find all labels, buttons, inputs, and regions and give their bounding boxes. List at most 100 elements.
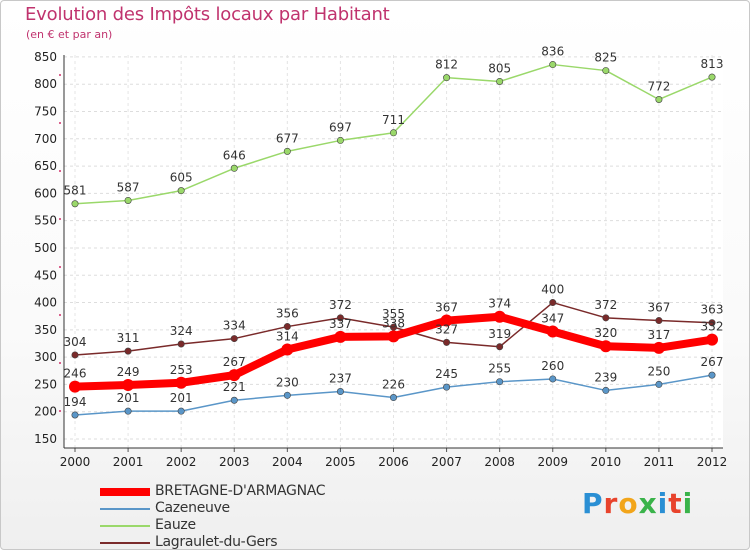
data-label: 587 [117,180,140,194]
y-tick-label: 350 [34,323,57,337]
legend-swatch [100,542,150,544]
legend-swatch [100,488,150,496]
legend-label: Lagraulet-du-Gers [155,534,278,550]
data-label: 367 [647,301,670,315]
data-point [496,378,504,386]
y-tick-label: 750 [34,105,57,119]
y-tick-label: 300 [34,350,57,364]
data-label: 356 [276,307,299,321]
data-label: 245 [435,367,458,381]
logo-letter: x [638,487,658,520]
data-label: 221 [223,380,246,394]
data-point [546,325,559,338]
data-point [655,317,663,325]
data-point [336,388,344,396]
data-point [230,164,238,172]
y-tick-label: 600 [34,186,57,200]
data-label: 250 [647,364,670,378]
line-chart: 150 200 250 300 350 400 450 500 550 600 650 700 750 8… [34,45,728,469]
data-label: 246 [64,367,87,381]
data-point [283,391,291,399]
data-label: 267 [223,355,246,369]
logo-letter: P [582,487,604,520]
data-point [602,386,610,394]
axis-dot [59,218,61,220]
data-point [228,369,241,382]
x-tick-label: 2005 [325,455,356,469]
chart-subtitle: (en € et par an) [26,28,113,41]
x-tick-label: 2004 [272,455,303,469]
y-tick-label: 450 [34,268,57,282]
legend-label: Eauze [155,517,196,533]
y-tick-label: 650 [34,159,57,173]
data-point [440,314,453,327]
data-point [230,396,238,404]
data-point [71,411,79,419]
logo-letter: r [603,487,619,520]
data-point [655,95,663,103]
data-point [549,375,557,383]
x-tick-label: 2008 [484,455,515,469]
data-point [496,343,504,351]
data-label: 772 [647,79,670,93]
data-label: 697 [329,120,352,134]
logo-letter: o [618,487,639,520]
data-point [708,319,716,327]
data-label: 311 [117,331,140,345]
data-point [708,73,716,81]
proxiti-logo: Proxiti [582,487,693,520]
data-label: 324 [170,324,193,338]
x-tick-label: 2009 [537,455,568,469]
data-point [599,340,612,353]
data-point [283,147,291,155]
data-label: 711 [382,113,405,127]
data-point [443,74,451,82]
axis-dot [59,122,61,124]
y-tick-label: 250 [34,377,57,391]
y-tick-label: 850 [34,50,57,64]
data-label: 230 [276,375,299,389]
data-label: 374 [488,297,511,311]
data-point [602,314,610,322]
data-point [230,335,238,343]
data-label: 347 [541,311,564,325]
data-point [389,129,397,137]
data-point [493,310,506,323]
data-label: 201 [117,391,140,405]
data-label: 201 [170,391,193,405]
data-label: 677 [276,131,299,145]
x-tick-label: 2001 [113,455,144,469]
data-point [336,314,344,322]
data-label: 334 [223,319,246,333]
data-label: 367 [435,301,458,315]
data-point [387,330,400,343]
data-point [175,376,188,389]
data-label: 327 [435,322,458,336]
data-label: 605 [170,171,193,185]
data-point [71,351,79,359]
x-tick-label: 2010 [591,455,622,469]
x-tick-label: 2012 [697,455,728,469]
data-label: 319 [488,327,511,341]
data-label: 813 [701,57,724,71]
data-label: 314 [276,329,299,343]
chart-title: Evolution des Impôts locaux par Habitant [25,4,390,25]
data-label: 332 [701,320,724,334]
logo-letter: t [668,487,683,520]
data-point [655,380,663,388]
data-point [334,330,347,343]
x-tick-label: 2003 [219,455,250,469]
legend-swatch [100,525,150,527]
y-tick-label: 550 [34,214,57,228]
logo-letter: i [657,487,669,520]
y-tick-label: 200 [34,405,57,419]
legend-label: Cazeneuve [155,500,230,516]
data-label: 355 [382,307,405,321]
data-point [177,407,185,415]
data-point [124,196,132,204]
data-point [122,378,135,391]
data-point [706,333,718,346]
data-label: 255 [488,362,511,376]
data-label: 337 [329,317,352,331]
data-label: 372 [329,298,352,312]
